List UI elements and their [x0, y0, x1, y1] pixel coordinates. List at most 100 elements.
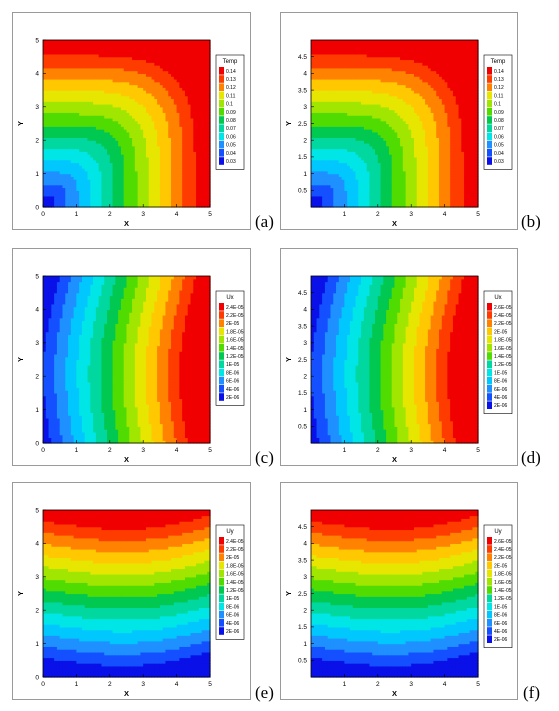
legend-level: 4E-06 [226, 387, 240, 393]
legend-level: 0.1 [494, 102, 501, 108]
legend-level: 0.07 [494, 126, 504, 132]
legend-swatch [487, 124, 492, 132]
legend-level: 2.2E-05 [494, 321, 512, 327]
x-tick-label: 2 [376, 211, 380, 218]
y-tick-label: 1 [35, 407, 39, 414]
legend-level: 2E-06 [226, 629, 240, 635]
legend-title: Uy [226, 529, 233, 535]
y-tick-label: 4 [303, 307, 307, 314]
y-tick-label: 4 [303, 541, 307, 548]
legend-swatch [487, 140, 492, 149]
legend-level: 0.1 [226, 102, 233, 108]
legend-swatch [219, 75, 224, 83]
legend-swatch [487, 311, 492, 319]
legend-level: 2.4E-05 [494, 313, 512, 319]
legend-swatch [219, 368, 224, 377]
legend-swatch [219, 393, 224, 401]
legend-level: 1.2E-05 [226, 588, 244, 594]
y-tick-label: 1.5 [298, 154, 307, 161]
y-tick-label: 2 [35, 138, 39, 145]
legend-level: 2.6E-05 [494, 305, 512, 311]
x-tick-label: 3 [141, 211, 145, 218]
legend-swatch [219, 108, 224, 116]
y-axis-label: Y [16, 357, 25, 362]
y-tick-label: 0 [35, 674, 39, 681]
legend-level: 2.4E-05 [226, 305, 244, 311]
legend-level: 6E-06 [494, 387, 508, 393]
y-tick-label: 2 [35, 608, 39, 615]
legend-level: 0.05 [226, 143, 236, 149]
legend-swatch [219, 335, 224, 344]
legend-swatch [219, 360, 224, 368]
legend-swatch [487, 335, 492, 344]
x-tick-label: 3 [409, 681, 413, 688]
plot-border [42, 39, 211, 208]
y-tick-label: 4 [35, 307, 39, 314]
legend-level: 4E-06 [226, 621, 240, 627]
contour-fill [311, 510, 479, 678]
y-tick-label: 0 [35, 204, 39, 211]
y-tick-label: 2.5 [298, 357, 307, 364]
legend-swatch [219, 352, 224, 360]
contour-fill [311, 40, 479, 208]
legend-swatch [219, 132, 224, 141]
y-tick-label: 1.5 [298, 624, 307, 631]
legend-level: 0.04 [226, 151, 236, 157]
y-tick-label: 5 [35, 507, 39, 514]
x-axis-label: X [392, 455, 397, 464]
x-tick-label: 3 [409, 211, 413, 218]
legend-level: 2E-06 [494, 637, 508, 643]
legend-swatch [219, 140, 224, 149]
legend-swatch [487, 149, 492, 157]
legend-swatch [487, 116, 492, 124]
legend-level: 0.14 [226, 69, 236, 75]
x-axis-label: X [392, 689, 397, 698]
panel-a-frame: 0 1 2 3 4 5 0 1 2 3 4 5 X Y Temp 0.14 0.13 0.12 0.11 0.1 0.0… [12, 12, 251, 230]
legend-swatch [487, 157, 492, 165]
legend-level: 2.6E-05 [494, 539, 512, 545]
legend-swatch [219, 586, 224, 594]
x-tick-label: 4 [443, 447, 447, 454]
legend-level: 4E-06 [494, 395, 508, 401]
x-axis-label: X [392, 219, 397, 228]
x-tick-label: 0 [41, 681, 45, 688]
panel-a-caption: (a) [255, 212, 274, 232]
legend-swatch [487, 327, 492, 336]
panel-c-caption: (c) [255, 448, 274, 468]
legend-level: 0.06 [494, 134, 504, 140]
legend-level: 0.11 [494, 93, 504, 99]
y-tick-label: 2 [303, 374, 307, 381]
y-tick-label: 3 [303, 574, 307, 581]
y-tick-label: 0 [35, 440, 39, 447]
x-tick-label: 1 [343, 681, 347, 688]
legend-swatch [487, 99, 492, 108]
legend: Ux 2.6E-05 2.4E-05 2.2E-05 2E-05 1.8E-05 1.6E-… [483, 290, 513, 414]
legend-level: 8E-06 [494, 613, 508, 619]
legend-swatch [487, 393, 492, 401]
contour-plot-b: 1 2 3 4 5 0.5 1 1.5 2 2.5 3 3.5 4 4.5 X Y Temp 0.14 0.13 0.… [284, 39, 513, 228]
legend-swatch [487, 91, 492, 100]
legend-level: 1E-05 [494, 604, 508, 610]
y-tick-label: 4.5 [298, 524, 307, 531]
legend-level: 0.12 [494, 85, 504, 91]
x-tick-label: 3 [409, 447, 413, 454]
y-tick-label: 0.5 [298, 658, 307, 665]
y-tick-label: 5 [35, 273, 39, 280]
legend-level: 4E-06 [494, 629, 508, 635]
y-tick-label: 0.5 [298, 188, 307, 195]
legend-level: 0.13 [494, 77, 504, 83]
legend-swatch [487, 610, 492, 619]
y-tick-label: 4 [35, 71, 39, 78]
legend-title: Temp [491, 59, 506, 65]
y-tick-label: 2 [35, 374, 39, 381]
legend-level: 2.2E-05 [494, 555, 512, 561]
legend-swatch [219, 91, 224, 100]
legend-swatch [487, 569, 492, 578]
x-tick-label: 2 [376, 681, 380, 688]
contour-fill [311, 276, 479, 444]
legend-level: 1.8E-05 [226, 563, 244, 569]
plot-border [42, 509, 211, 678]
legend-swatch [219, 303, 224, 311]
legend-swatch [487, 368, 492, 377]
y-tick-label: 2.5 [298, 591, 307, 598]
